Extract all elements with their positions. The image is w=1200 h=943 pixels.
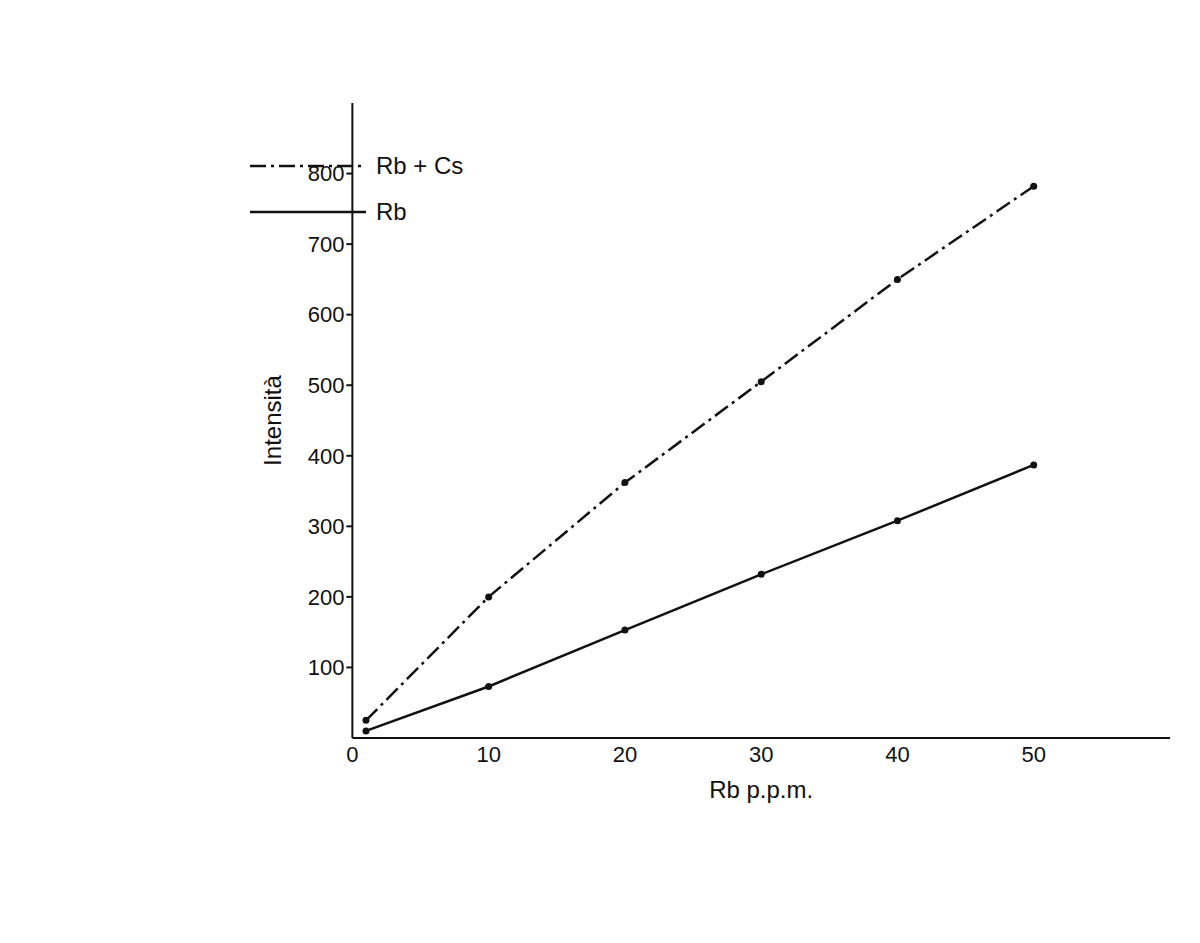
svg-text:100: 100 xyxy=(308,655,345,680)
svg-text:500: 500 xyxy=(308,373,345,398)
svg-text:400: 400 xyxy=(308,444,345,469)
svg-text:10: 10 xyxy=(476,742,500,767)
svg-text:700: 700 xyxy=(308,232,345,257)
svg-text:200: 200 xyxy=(308,585,345,610)
svg-text:20: 20 xyxy=(613,742,637,767)
svg-text:300: 300 xyxy=(308,514,345,539)
svg-text:Intensità: Intensità xyxy=(259,374,286,465)
svg-text:600: 600 xyxy=(308,302,345,327)
svg-text:50: 50 xyxy=(1021,742,1045,767)
svg-text:Rb p.p.m.: Rb p.p.m. xyxy=(709,776,813,803)
html-text:Rb + Cs: Rb + Cs xyxy=(376,152,464,179)
svg-text:30: 30 xyxy=(749,742,773,767)
svg-text:0: 0 xyxy=(346,742,358,767)
svg-text:800: 800 xyxy=(308,161,345,186)
svg-text:40: 40 xyxy=(885,742,909,767)
html-text:Rb: Rb xyxy=(376,198,407,225)
